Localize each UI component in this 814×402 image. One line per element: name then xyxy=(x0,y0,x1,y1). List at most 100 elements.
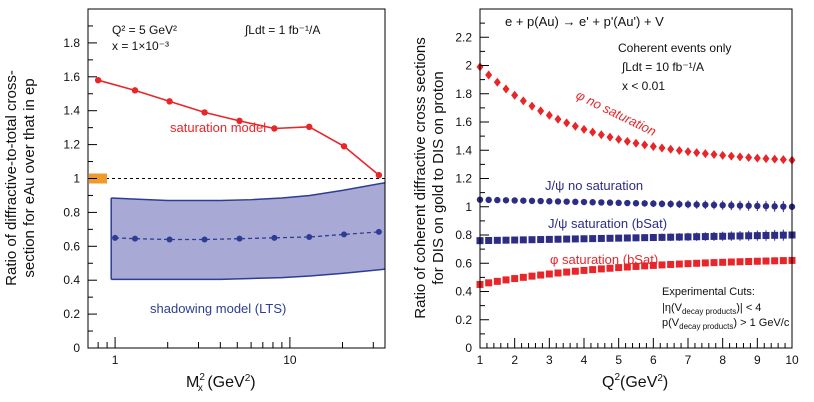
jpsi-nosat-point xyxy=(762,202,770,210)
jpsi-sat-point xyxy=(745,232,753,240)
right-cuts-title: Experimental Cuts: xyxy=(662,286,755,298)
right-y-ticks: 0 0.2 0.4 0.6 0.8 1 1.2 1.4 1.6 1.8 2 2.2 xyxy=(455,22,489,355)
jpsi-sat-point xyxy=(753,232,761,240)
jpsi-sat-point xyxy=(762,231,770,239)
jpsi-sat-point xyxy=(736,232,744,240)
right-x-tick-label: 6 xyxy=(650,353,657,367)
shadowing-point xyxy=(306,233,313,240)
phi-nosat-point xyxy=(597,130,605,140)
phi-nosat-point xyxy=(563,118,571,128)
jpsi-sat-point xyxy=(771,231,779,239)
shadowing-band xyxy=(111,182,386,280)
jpsi-nosat-point xyxy=(754,202,761,210)
phi-sat-point xyxy=(649,261,657,269)
phi-sat-point xyxy=(675,260,683,268)
jpsi-sat-point xyxy=(649,234,657,242)
left-y-ticks: 0 0.2 0.4 0.6 0.8 1 1.2 1.4 1.6 1.8 xyxy=(63,25,97,355)
phi-nosat-point xyxy=(571,121,579,131)
phi-sat-point xyxy=(667,260,675,268)
phi-nosat-point xyxy=(745,152,753,162)
right-y-tick-label: 1.4 xyxy=(455,143,472,157)
shadowing-band-lower xyxy=(111,268,386,281)
jpsi-nosat-point xyxy=(572,198,579,206)
jpsi-nosat-point xyxy=(710,201,718,209)
phi-sat-point xyxy=(745,257,753,265)
left-y-tick-label: 1.4 xyxy=(63,104,80,118)
jpsi-nosat-point xyxy=(563,198,570,205)
phi-sat-point xyxy=(632,262,640,270)
jpsi-sat-point xyxy=(485,236,493,244)
jpsi-nosat-point xyxy=(632,200,640,207)
saturation-point xyxy=(166,98,173,105)
phi-sat-point xyxy=(537,271,545,279)
phi-nosat-point xyxy=(632,138,640,148)
right-label-phi-sat: φ saturation (bSat) xyxy=(550,252,658,267)
jpsi-sat-point xyxy=(563,235,571,243)
right-label-jpsi-nosat: J/ψ no saturation xyxy=(545,178,643,193)
jpsi-sat-point xyxy=(502,236,510,244)
jpsi-nosat-point xyxy=(676,200,683,208)
jpsi-nosat-point xyxy=(494,196,501,204)
jpsi-sat-point xyxy=(597,234,605,242)
right-annotation-coherent: Coherent events only xyxy=(618,41,731,55)
right-y-tick-label: 1 xyxy=(465,200,472,214)
phi-sat-point xyxy=(580,266,588,274)
jpsi-sat-point xyxy=(719,232,727,240)
phi-sat-point xyxy=(701,259,709,267)
right-x-tick-label: 8 xyxy=(719,353,726,367)
phi-sat-point xyxy=(779,257,787,265)
left-y-tick-label: 1.8 xyxy=(63,36,80,50)
phi-sat-point xyxy=(736,258,744,266)
shadowing-point xyxy=(375,228,382,235)
right-y-tick-label: 1.8 xyxy=(455,87,472,101)
phi-nosat-point xyxy=(589,127,597,137)
jpsi-nosat-point xyxy=(485,196,492,204)
jpsi-nosat-point xyxy=(693,201,700,208)
jpsi-sat-point xyxy=(606,234,614,242)
right-cut-p: p(Vdecay products) > 1 GeV/c xyxy=(662,317,790,331)
left-y-tick-label: 0.8 xyxy=(63,205,80,219)
phi-nosat-point xyxy=(701,149,709,159)
left-annotation-q2: Q² = 5 GeV² xyxy=(112,23,177,37)
left-series-layer xyxy=(88,76,385,243)
phi-sat-point xyxy=(753,257,761,265)
jpsi-nosat-point xyxy=(650,200,657,207)
jpsi-sat-point xyxy=(675,233,683,241)
jpsi-nosat-point xyxy=(589,199,596,206)
left-ylabel-line1: Ratio of diffractive-to-total cross- xyxy=(3,70,20,286)
left-annotation-lumi: ∫Ldt = 1 fb⁻¹/A xyxy=(244,23,320,37)
phi-sat-point xyxy=(658,261,666,269)
right-y-tick-label: 1.2 xyxy=(455,172,472,186)
jpsi-nosat-point xyxy=(745,202,752,209)
jpsi-sat-point xyxy=(589,235,597,243)
phi-sat-point xyxy=(597,265,605,273)
jpsi-nosat-point xyxy=(554,198,562,205)
right-annotation-xcut: x < 0.01 xyxy=(622,79,665,93)
right-y-tick-label: 0.2 xyxy=(455,313,472,327)
shadowing-point xyxy=(131,235,138,242)
right-series-layer xyxy=(476,62,796,288)
right-xlabel: Q2(GeV2) xyxy=(602,372,668,391)
saturation-point xyxy=(236,117,243,125)
left-ylabel-line2: section for eAu over that in ep xyxy=(21,78,38,277)
jpsi-sat-point xyxy=(615,234,623,242)
jpsi-sat-point xyxy=(667,233,675,241)
phi-sat-point xyxy=(606,264,614,272)
right-ylabel-line1: Ratio of coherent diffractive cross sect… xyxy=(412,37,429,319)
right-annotation-lumi: ∫Ldt = 10 fb⁻¹/A xyxy=(621,60,704,74)
right-x-tick-label: 3 xyxy=(546,353,553,367)
phi-nosat-point xyxy=(710,150,718,160)
jpsi-nosat-point xyxy=(528,197,536,205)
phi-nosat-point xyxy=(615,134,623,144)
jpsi-sat-point xyxy=(537,236,545,244)
jpsi-sat-point xyxy=(528,236,536,244)
phi-sat-point xyxy=(511,275,519,283)
shadowing-point xyxy=(112,234,119,241)
shadowing-point xyxy=(166,236,173,243)
left-label-shadowing: shadowing model (LTS) xyxy=(150,301,286,316)
phi-sat-point xyxy=(762,257,770,265)
phi-nosat-point xyxy=(762,154,770,164)
right-cut-eta: |η(Vdecay products)| < 4 xyxy=(662,302,761,316)
phi-sat-point xyxy=(563,268,571,276)
shadowing-band-upper xyxy=(111,181,386,202)
